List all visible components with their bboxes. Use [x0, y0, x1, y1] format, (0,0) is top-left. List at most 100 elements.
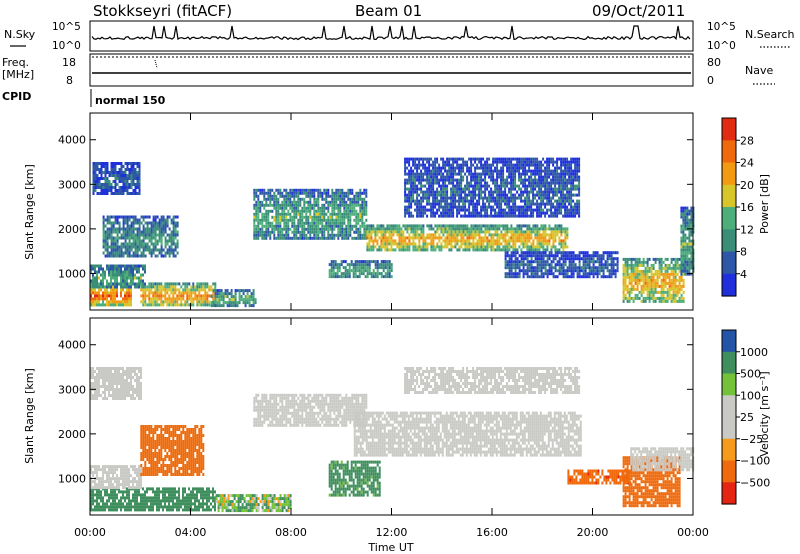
power-cell-3 — [102, 221, 105, 225]
power-cell-5 — [224, 289, 227, 293]
power-cell-9 — [476, 205, 479, 209]
power-cell-8 — [502, 248, 505, 252]
power-cell-6 — [283, 200, 286, 204]
power-cell-6 — [321, 224, 324, 228]
power-cell-4 — [190, 303, 193, 307]
power-cell-2 — [136, 165, 139, 168]
power-cell-7 — [374, 272, 377, 276]
power-cell-4 — [154, 297, 157, 301]
power-cell-1 — [138, 267, 140, 271]
power-cell-8 — [460, 236, 463, 240]
power-cell-2 — [138, 177, 141, 180]
power-cell-8 — [440, 236, 443, 240]
power-cell-8 — [548, 224, 551, 228]
power-cell-2 — [122, 186, 125, 189]
power-cell-9 — [540, 169, 543, 173]
power-cell-7 — [366, 263, 369, 267]
power-cell-6 — [275, 200, 278, 204]
power-cell-10 — [602, 257, 605, 261]
power-cell-0 — [100, 303, 102, 307]
power-cell-8 — [536, 248, 539, 252]
date-title: 09/Oct/2011 — [592, 2, 685, 20]
power-cell-6 — [339, 212, 342, 216]
power-cell-10 — [606, 257, 609, 261]
power-cell-3 — [146, 248, 149, 252]
power-cell-6 — [341, 224, 344, 228]
power-cell-6 — [329, 215, 332, 219]
power-cell-9 — [474, 211, 477, 215]
power-cell-5 — [218, 298, 221, 302]
power-cell-9 — [526, 160, 529, 164]
power-cell-10 — [550, 251, 553, 255]
power-cell-7 — [386, 260, 389, 264]
power-cell-7 — [366, 266, 369, 270]
power-cell-5 — [214, 292, 217, 296]
power-cell-6 — [361, 209, 364, 213]
power-cell-10 — [560, 272, 563, 276]
power-cell-9 — [494, 160, 497, 164]
power-cell-3 — [116, 236, 119, 240]
power-cell-4 — [176, 294, 179, 298]
power-cell-7 — [336, 263, 339, 267]
power-cell-4 — [170, 282, 173, 286]
power-cell-8 — [370, 245, 373, 249]
power-cell-6 — [259, 221, 262, 225]
power-cell-9 — [454, 178, 457, 182]
power-cell-4 — [156, 288, 159, 292]
power-cell-9 — [550, 208, 553, 212]
power-cell-9 — [440, 214, 443, 218]
power-cell-8 — [384, 227, 387, 231]
power-cell-7 — [352, 263, 355, 267]
power-cell-2 — [134, 192, 137, 195]
power-cell-9 — [470, 169, 473, 173]
power-cell-9 — [552, 181, 555, 185]
power-cell-5 — [242, 292, 245, 296]
power-cell-9 — [562, 163, 565, 167]
power-cell-9 — [510, 169, 513, 173]
power-cell-9 — [538, 169, 541, 173]
power-cell-6 — [325, 212, 328, 216]
power-cell-9 — [540, 214, 543, 218]
power-cell-10 — [586, 254, 589, 258]
power-cell-2 — [116, 171, 119, 174]
power-cell-4 — [166, 288, 169, 292]
power-cell-9 — [452, 172, 455, 176]
power-cell-6 — [291, 230, 294, 234]
power-cell-9 — [540, 184, 543, 188]
power-cell-9 — [560, 160, 563, 164]
power-cell-7 — [340, 272, 343, 276]
power-cell-11 — [628, 257, 631, 261]
power-cell-6 — [287, 236, 290, 240]
power-cell-9 — [566, 205, 569, 209]
power-cell-6 — [353, 230, 356, 234]
power-cell-4 — [176, 282, 179, 286]
power-cell-6 — [283, 197, 286, 201]
power-cell-9 — [420, 181, 423, 185]
power-cell-3 — [136, 239, 139, 243]
power-cell-9 — [528, 199, 531, 203]
power-cell-9 — [464, 187, 467, 191]
power-cell-2 — [132, 189, 135, 192]
power-cell-0 — [112, 297, 114, 301]
power-cell-6 — [365, 227, 368, 231]
power-cell-10 — [542, 257, 545, 261]
power-cell-4 — [192, 288, 195, 292]
power-cell-2 — [92, 165, 95, 168]
power-cell-2 — [124, 180, 127, 183]
power-cell-6 — [295, 236, 298, 240]
power-cell-8 — [456, 227, 459, 231]
power-cell-10 — [548, 254, 551, 258]
power-cell-9 — [442, 178, 445, 182]
power-cell-2 — [100, 186, 103, 189]
power-cell-11 — [628, 287, 631, 291]
power-cell-7 — [350, 260, 353, 264]
power-cell-9 — [498, 202, 501, 206]
power-cell-10 — [532, 272, 535, 276]
power-cell-9 — [490, 196, 493, 200]
power-cell-8 — [504, 248, 507, 252]
power-cell-9 — [564, 181, 567, 185]
power-cell-9 — [538, 214, 541, 218]
power-cell-9 — [546, 175, 549, 179]
power-cell-8 — [486, 245, 489, 249]
power-cell-9 — [508, 163, 511, 167]
